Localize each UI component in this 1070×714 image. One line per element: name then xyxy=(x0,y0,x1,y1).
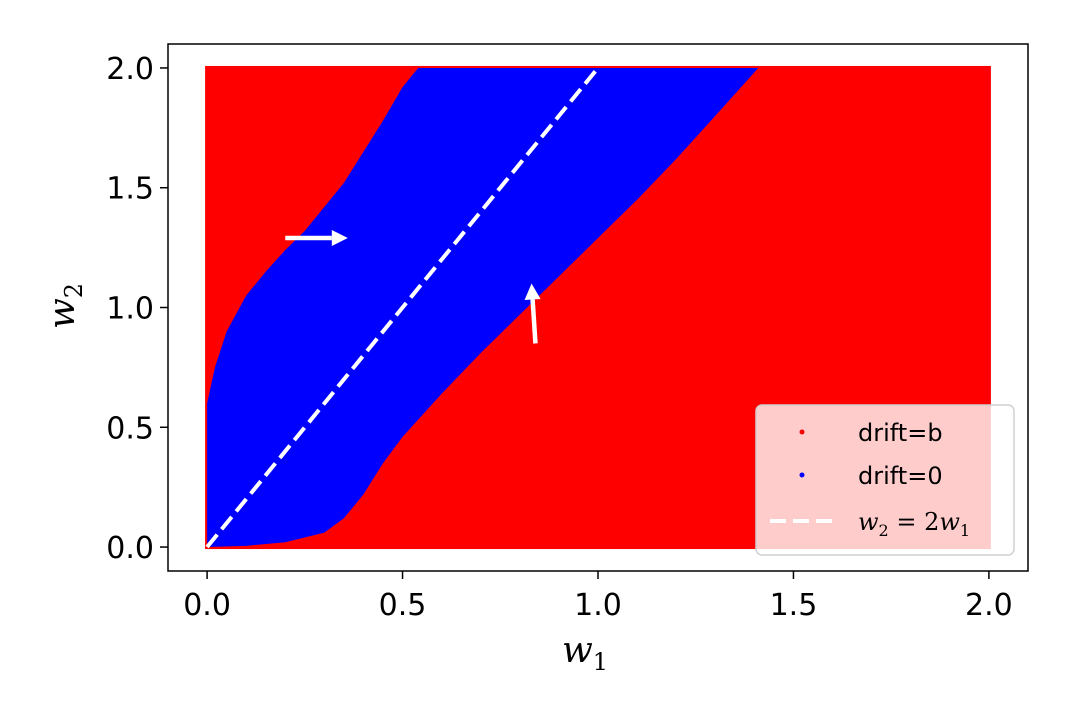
legend-label-diagonal: w2 = 2w1 xyxy=(858,508,970,540)
legend-box xyxy=(755,404,1015,556)
plot-frame xyxy=(167,43,1029,572)
legend-label-drift-0: drift=0 xyxy=(858,462,943,490)
x-tick-label: 2.0 xyxy=(965,588,1013,623)
y-tick-label: 0.0 xyxy=(106,531,154,566)
x-axis-ticks: 0.0 0.5 1.0 1.5 2.0 xyxy=(183,571,1013,623)
x-tick-label: 0.0 xyxy=(183,588,231,623)
legend: drift=b drift=0 w2 = 2w1 xyxy=(755,404,1015,556)
plot-area xyxy=(205,65,991,550)
y-tick-label: 0.5 xyxy=(106,411,154,446)
y-tick-label: 2.0 xyxy=(106,52,154,87)
x-tick-label: 1.0 xyxy=(574,588,622,623)
arrow-annotation-2 xyxy=(524,283,541,344)
arrow-annotation-1 xyxy=(285,230,348,247)
x-tick-label: 1.5 xyxy=(770,588,818,623)
y-tick-label: 1.5 xyxy=(106,172,154,207)
y-axis-ticks: 0.0 0.5 1.0 1.5 2.0 xyxy=(106,52,168,566)
legend-marker-drift-0 xyxy=(799,472,805,478)
y-tick-label: 1.0 xyxy=(106,292,154,327)
x-tick-label: 0.5 xyxy=(379,588,427,623)
x-axis-label: w1 xyxy=(562,630,608,676)
legend-marker-drift-b xyxy=(799,429,805,435)
region-drift-0 xyxy=(207,67,759,548)
line-diagonal xyxy=(205,66,600,549)
legend-label-drift-b: drift=b xyxy=(858,419,943,447)
y-axis-label: w2 xyxy=(42,283,88,329)
